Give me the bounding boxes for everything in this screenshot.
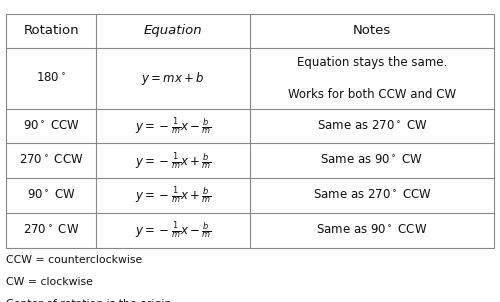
Text: Same as $90^\circ$ CCW: Same as $90^\circ$ CCW [316, 224, 428, 237]
Text: CW = clockwise: CW = clockwise [6, 277, 93, 287]
Text: Notes: Notes [353, 24, 391, 37]
Text: $270^\circ$ CW: $270^\circ$ CW [23, 224, 80, 237]
Text: $y = -\frac{1}{m}x + \frac{b}{m}$: $y = -\frac{1}{m}x + \frac{b}{m}$ [134, 151, 212, 171]
Text: Same as $270^\circ$ CCW: Same as $270^\circ$ CCW [312, 189, 432, 202]
Text: $y = mx + b$: $y = mx + b$ [142, 70, 205, 87]
Text: $90^\circ$ CCW: $90^\circ$ CCW [22, 120, 80, 133]
Text: Equation stays the same.: Equation stays the same. [297, 56, 447, 69]
Text: Center of rotation is the origin.: Center of rotation is the origin. [6, 299, 174, 302]
Text: $y = -\frac{1}{m}x + \frac{b}{m}$: $y = -\frac{1}{m}x + \frac{b}{m}$ [134, 186, 212, 205]
Text: $y = -\frac{1}{m}x - \frac{b}{m}$: $y = -\frac{1}{m}x - \frac{b}{m}$ [134, 116, 212, 136]
Text: CCW = counterclockwise: CCW = counterclockwise [6, 255, 142, 265]
Text: Equation: Equation [144, 24, 203, 37]
Text: Same as $90^\circ$ CW: Same as $90^\circ$ CW [320, 154, 424, 167]
Text: $90^\circ$ CW: $90^\circ$ CW [26, 189, 76, 202]
Text: $y = -\frac{1}{m}x - \frac{b}{m}$: $y = -\frac{1}{m}x - \frac{b}{m}$ [134, 220, 212, 240]
Text: Works for both CCW and CW: Works for both CCW and CW [288, 88, 456, 101]
Text: $180^\circ$: $180^\circ$ [36, 72, 66, 85]
Text: Rotation: Rotation [24, 24, 79, 37]
Text: Same as $270^\circ$ CW: Same as $270^\circ$ CW [316, 120, 428, 133]
Text: $270^\circ$ CCW: $270^\circ$ CCW [19, 154, 84, 167]
